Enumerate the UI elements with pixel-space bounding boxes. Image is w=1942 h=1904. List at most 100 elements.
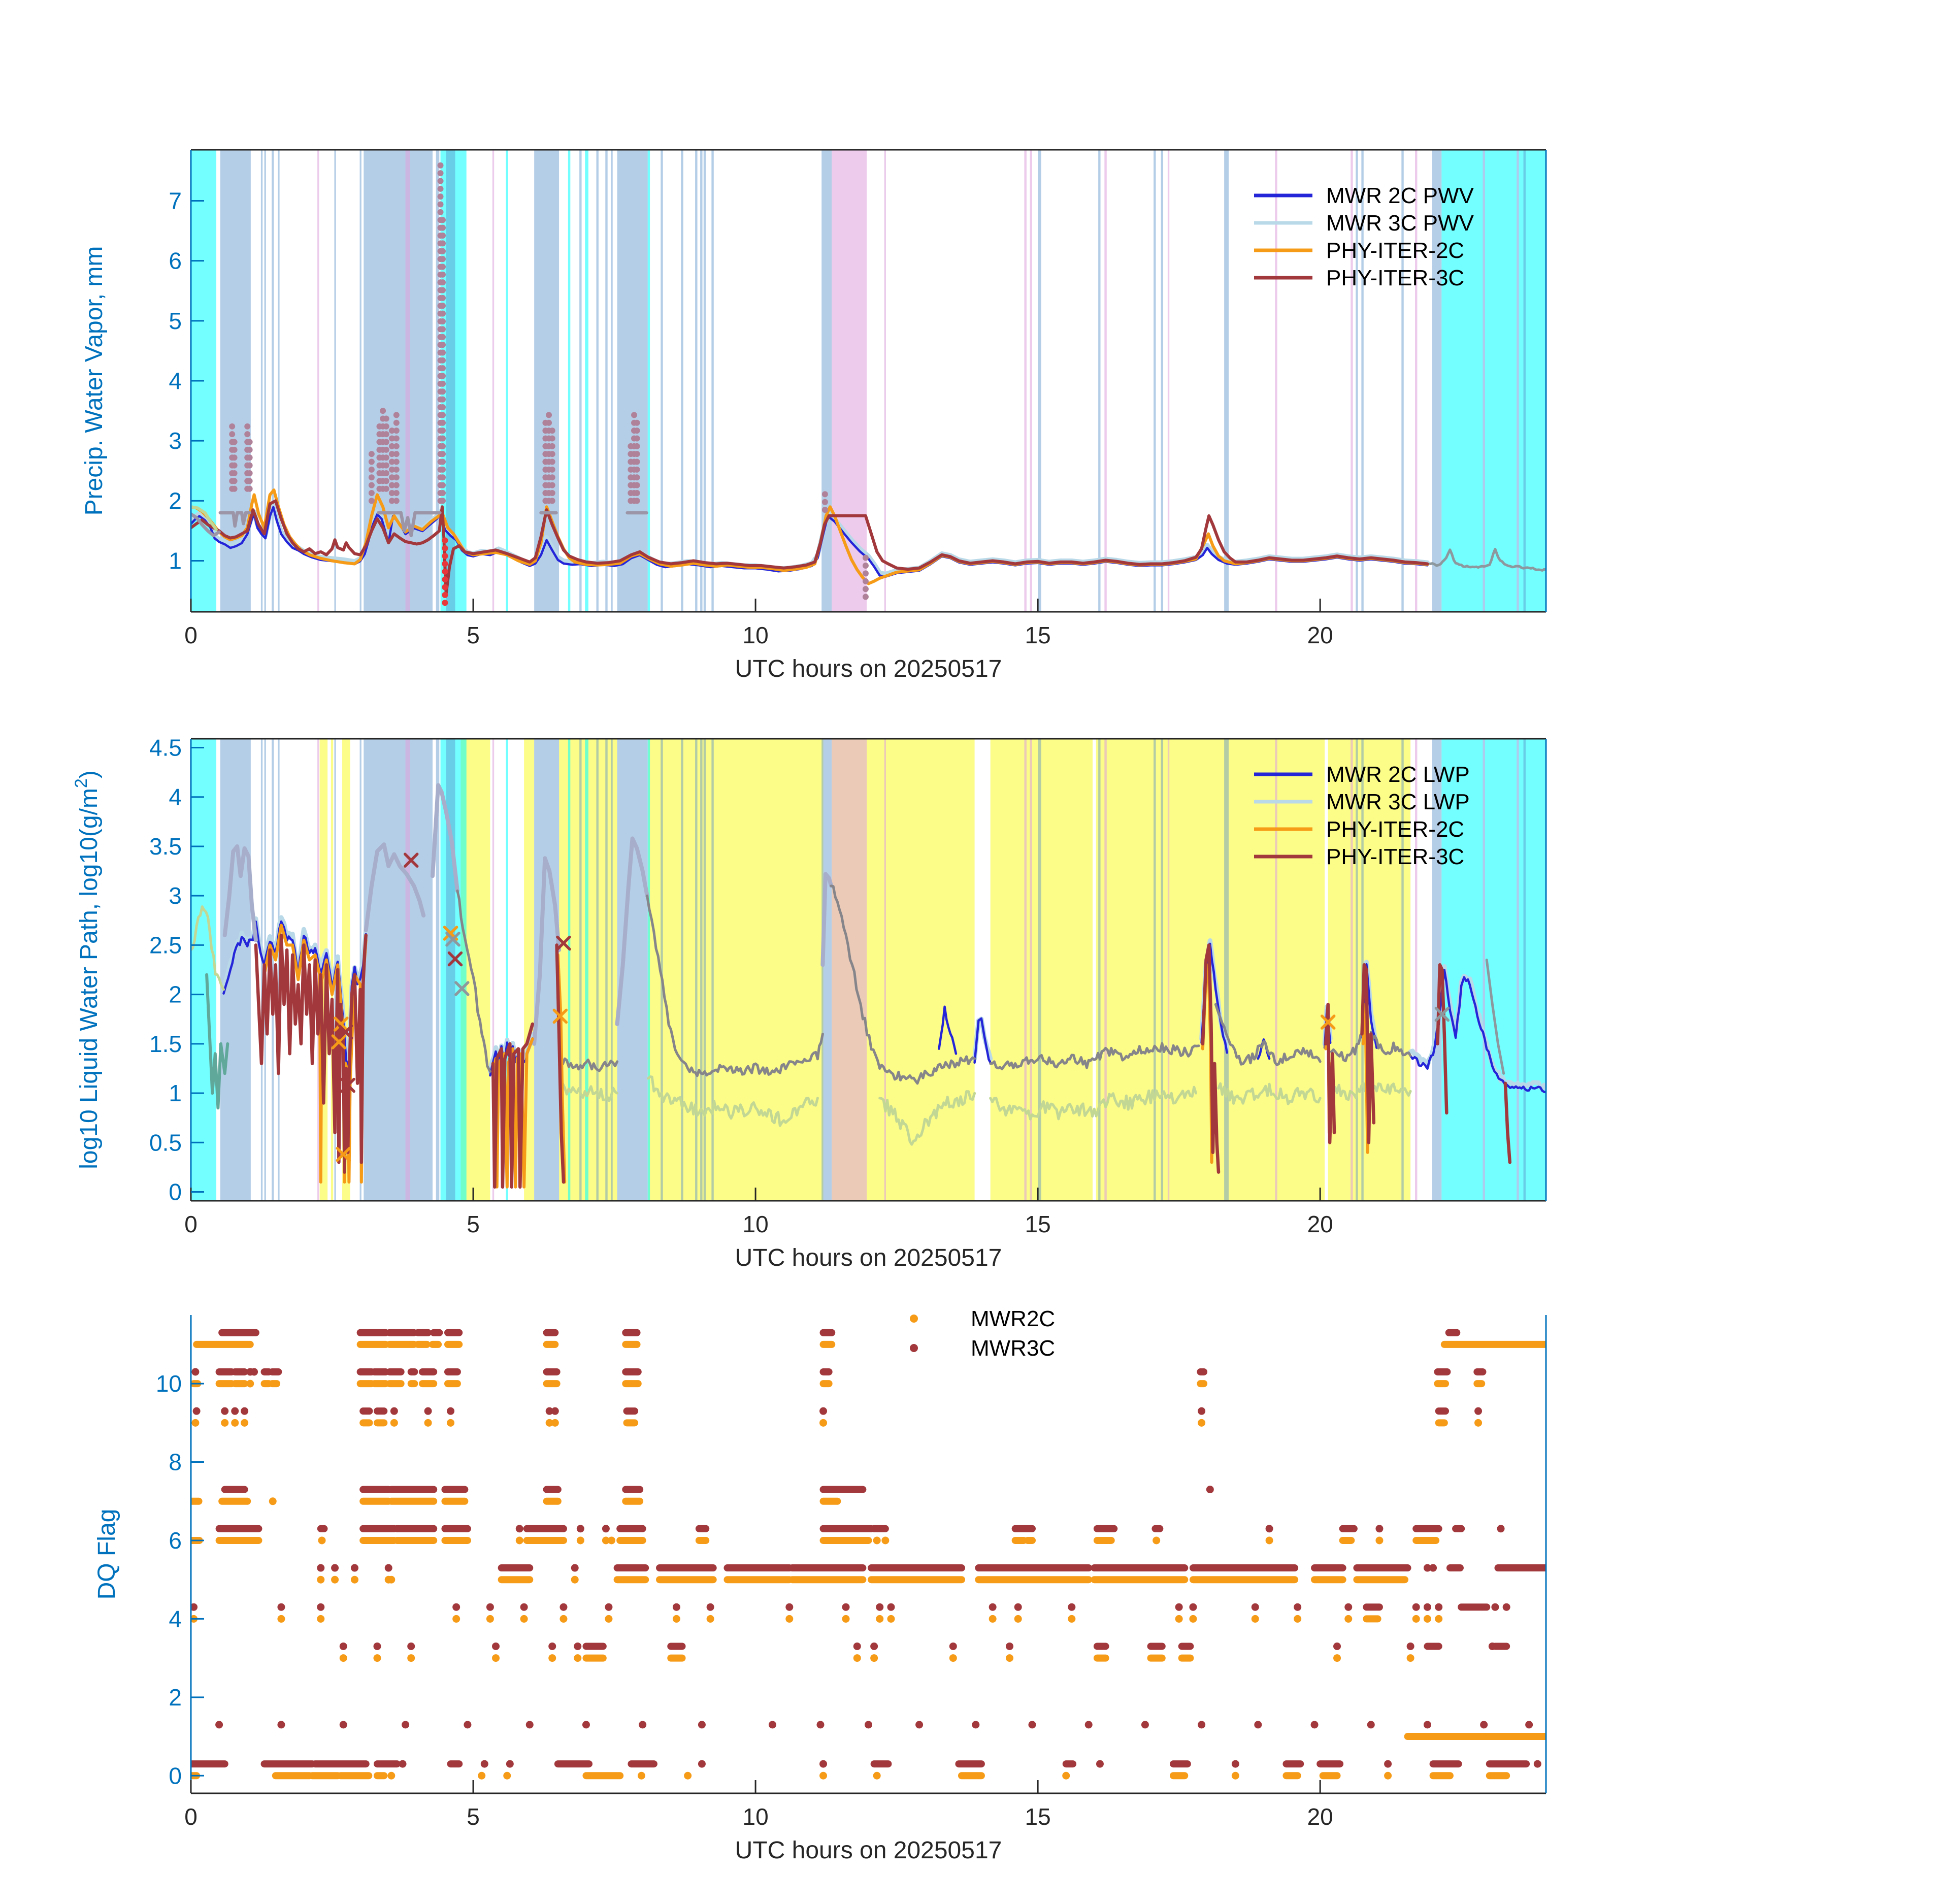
legend-swatch-mwr3c: [910, 1344, 918, 1352]
spike-dot: [634, 435, 640, 442]
spike-dot: [368, 498, 375, 504]
legend-label: MWR2C: [971, 1306, 1055, 1331]
dq-dot-mwr3c: [989, 1603, 997, 1611]
spike-dot: [437, 178, 444, 184]
spike-dot: [442, 600, 448, 606]
spike-dot: [439, 458, 446, 465]
dq-dot-mwr2c: [551, 1419, 559, 1427]
shaded-band: [585, 739, 588, 1201]
spike-dot: [442, 576, 448, 583]
spike-dot: [439, 318, 446, 324]
dq-dot-mwr3c: [1014, 1603, 1022, 1611]
dq-dot-mwr3c: [574, 1642, 582, 1650]
dq-dot-mwr3c: [486, 1603, 494, 1611]
dq-dot-mwr2c: [1006, 1654, 1014, 1662]
lwp-chart-legend: MWR 2C LWP MWR 3C LWP PHY-ITER-2CPHY-ITER-…: [1254, 762, 1470, 869]
x-marker: [334, 1016, 349, 1032]
shaded-band: [1523, 150, 1526, 612]
shaded-band: [568, 150, 571, 612]
shaded-band: [821, 739, 832, 1201]
dq-dot-mwr3c: [876, 1603, 884, 1611]
spike-dot: [439, 303, 446, 309]
spike-dot: [437, 162, 444, 169]
series-line-phy-iter-3c: [555, 943, 566, 1184]
dq-dot-mwr2c: [672, 1615, 680, 1623]
spike-dot: [383, 415, 389, 422]
x-marker: [331, 1034, 347, 1049]
shaded-band: [1098, 150, 1101, 612]
shaded-band: [1167, 739, 1170, 1201]
dq-dot-mwr3c: [520, 1603, 528, 1611]
spike-dot: [442, 545, 448, 551]
dq-dot-mwr2c: [221, 1419, 229, 1427]
x-tick-label: 10: [742, 1211, 768, 1237]
shaded-band: [700, 739, 703, 1201]
spike-dot: [862, 563, 869, 569]
legend-label: MWR 2C PWV: [1326, 183, 1474, 208]
spike-dot: [439, 349, 446, 356]
spike-dot: [383, 478, 389, 484]
spike-dot: [388, 466, 395, 473]
shaded-band: [1104, 739, 1107, 1201]
series-line-lwp-gray: [1330, 1032, 1364, 1063]
spike-dot: [549, 458, 555, 465]
dq-dot-mwr3c: [1533, 1760, 1541, 1768]
shaded-band: [867, 739, 975, 1201]
dq-dot-mwr2c: [492, 1654, 500, 1662]
shaded-band: [605, 739, 608, 1201]
shaded-band: [1024, 150, 1027, 612]
dq-dot-mwr3c: [1367, 1721, 1375, 1729]
spike-dot: [383, 485, 389, 492]
dq-dot-mwr2c: [1231, 1771, 1239, 1780]
spike-dot: [393, 482, 400, 488]
y-tick-label: 2: [169, 1684, 182, 1711]
dq-dot-mwr2c: [447, 1419, 455, 1427]
series-line-lwp-green: [647, 1075, 819, 1127]
dq-dot-mwr3c: [1198, 1721, 1206, 1729]
shaded-band: [611, 739, 613, 1201]
series-line-mwr-2c-lwp: [973, 1017, 992, 1064]
y-tick-label: 5: [169, 308, 182, 334]
shaded-band: [1517, 739, 1519, 1201]
spike-dot: [634, 498, 640, 504]
dq-dot-mwr2c: [873, 1536, 881, 1545]
x-tick-label: 15: [1025, 622, 1051, 648]
series-line-mwr-2c-lwp: [1409, 969, 1546, 1094]
dq-dot-mwr3c: [447, 1407, 455, 1415]
spike-dot: [388, 490, 395, 496]
spike-dot: [393, 412, 400, 418]
dq-dot-mwr2c: [574, 1654, 582, 1662]
dq-dot-mwr2c: [548, 1654, 556, 1662]
spike-dot: [442, 584, 448, 590]
dq-dot-mwr2c: [486, 1615, 494, 1623]
dq-dot-mwr3c: [215, 1721, 223, 1729]
x-tick-label: 10: [742, 622, 768, 648]
pwv-chart-plot-area: [191, 150, 1546, 612]
dq-dot-mwr2c: [608, 1536, 616, 1545]
spike-dot: [383, 470, 389, 476]
spike-dot: [549, 451, 555, 457]
y-tick-label: 0: [169, 1179, 182, 1205]
shaded-band: [648, 739, 824, 1201]
spike-dot: [231, 446, 238, 453]
shaded-band: [1104, 150, 1107, 612]
dq-dot-mwr3c: [1497, 1525, 1505, 1533]
shaded-band: [1414, 150, 1418, 612]
shaded-band: [1098, 739, 1101, 1201]
dq-dot-mwr2c: [318, 1536, 326, 1545]
series-line-phy-iter-3c: [1201, 943, 1221, 1174]
spike-dot: [439, 217, 446, 223]
spike-dot: [439, 310, 446, 317]
shaded-band: [1432, 150, 1442, 612]
dq-dot-mwr2c: [269, 1497, 277, 1505]
spike-dot: [634, 466, 640, 473]
x-tick-label: 0: [184, 1803, 198, 1830]
shaded-band: [596, 150, 599, 612]
dq-flag-chart: 0 5 10 15 20 0 2 4 6 8 10 UTC hours on 20250517 DQ F…: [93, 1306, 1547, 1864]
spike-dot: [383, 431, 389, 438]
dq-dot-mwr2c: [989, 1615, 997, 1623]
spike-dot: [634, 428, 640, 434]
dq-dot-mwr3c: [277, 1721, 285, 1729]
x-marker: [552, 1008, 568, 1024]
shaded-band: [695, 150, 698, 612]
